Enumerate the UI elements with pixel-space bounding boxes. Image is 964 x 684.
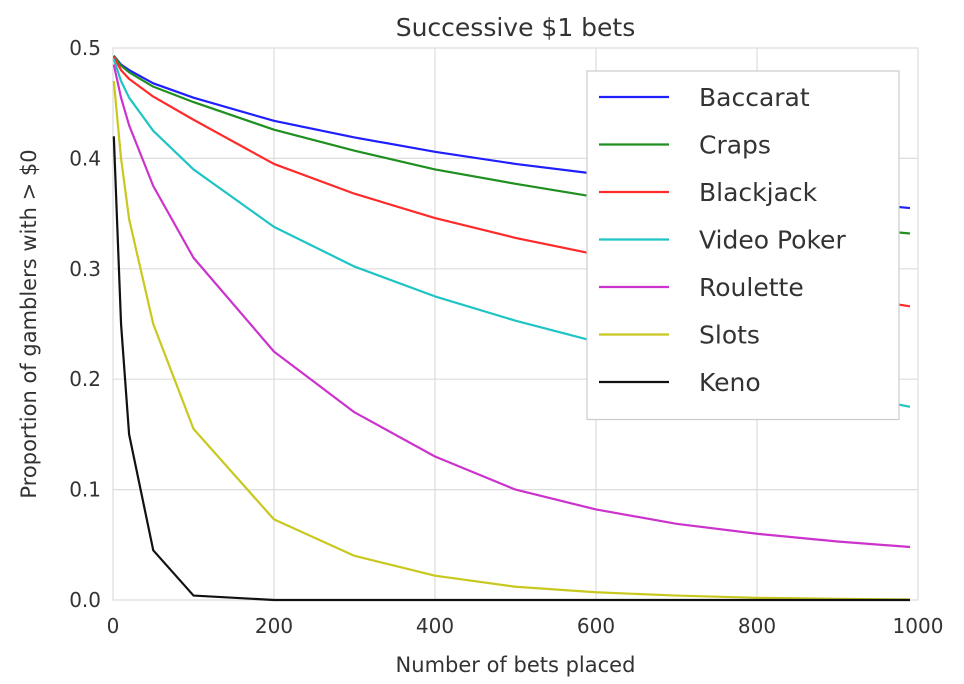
y-tick-label: 0.0 [69,588,101,612]
x-tick-label: 1000 [893,614,944,638]
y-tick-label: 0.3 [69,257,101,281]
y-axis-label: Proportion of gamblers with > $0 [17,149,41,498]
legend-label: Keno [699,368,761,397]
legend-label: Video Poker [699,226,846,255]
series-line-keno [112,136,910,602]
legend-label: Blackjack [699,178,818,207]
x-tick-label: 600 [577,614,615,638]
x-tick-label: 800 [738,614,776,638]
y-tick-label: 0.2 [69,367,101,391]
legend-label: Baccarat [699,83,810,112]
chart-title: Successive $1 bets [396,13,636,42]
legend: Baccarat Craps Blackjack Video Poker Roulett… [586,70,900,421]
y-tick-label: 0.4 [69,146,101,170]
legend-label: Roulette [699,273,804,302]
y-tick-label: 0.1 [69,478,101,502]
legend-label: Slots [699,321,760,350]
x-tick-label: 0 [107,614,120,638]
x-tick-label: 200 [255,614,293,638]
tick-labels: 0 200 400 600 800 1000 0.0 0.1 0.2 0.3 0.4 0.5 [69,36,943,638]
legend-label: Craps [699,131,771,160]
series-line-slots [112,81,910,601]
series-line-roulette [112,64,911,549]
x-tick-label: 400 [416,614,454,638]
x-axis-label: Number of bets placed [396,653,636,677]
y-tick-label: 0.5 [69,36,101,60]
legend-box [586,70,900,421]
